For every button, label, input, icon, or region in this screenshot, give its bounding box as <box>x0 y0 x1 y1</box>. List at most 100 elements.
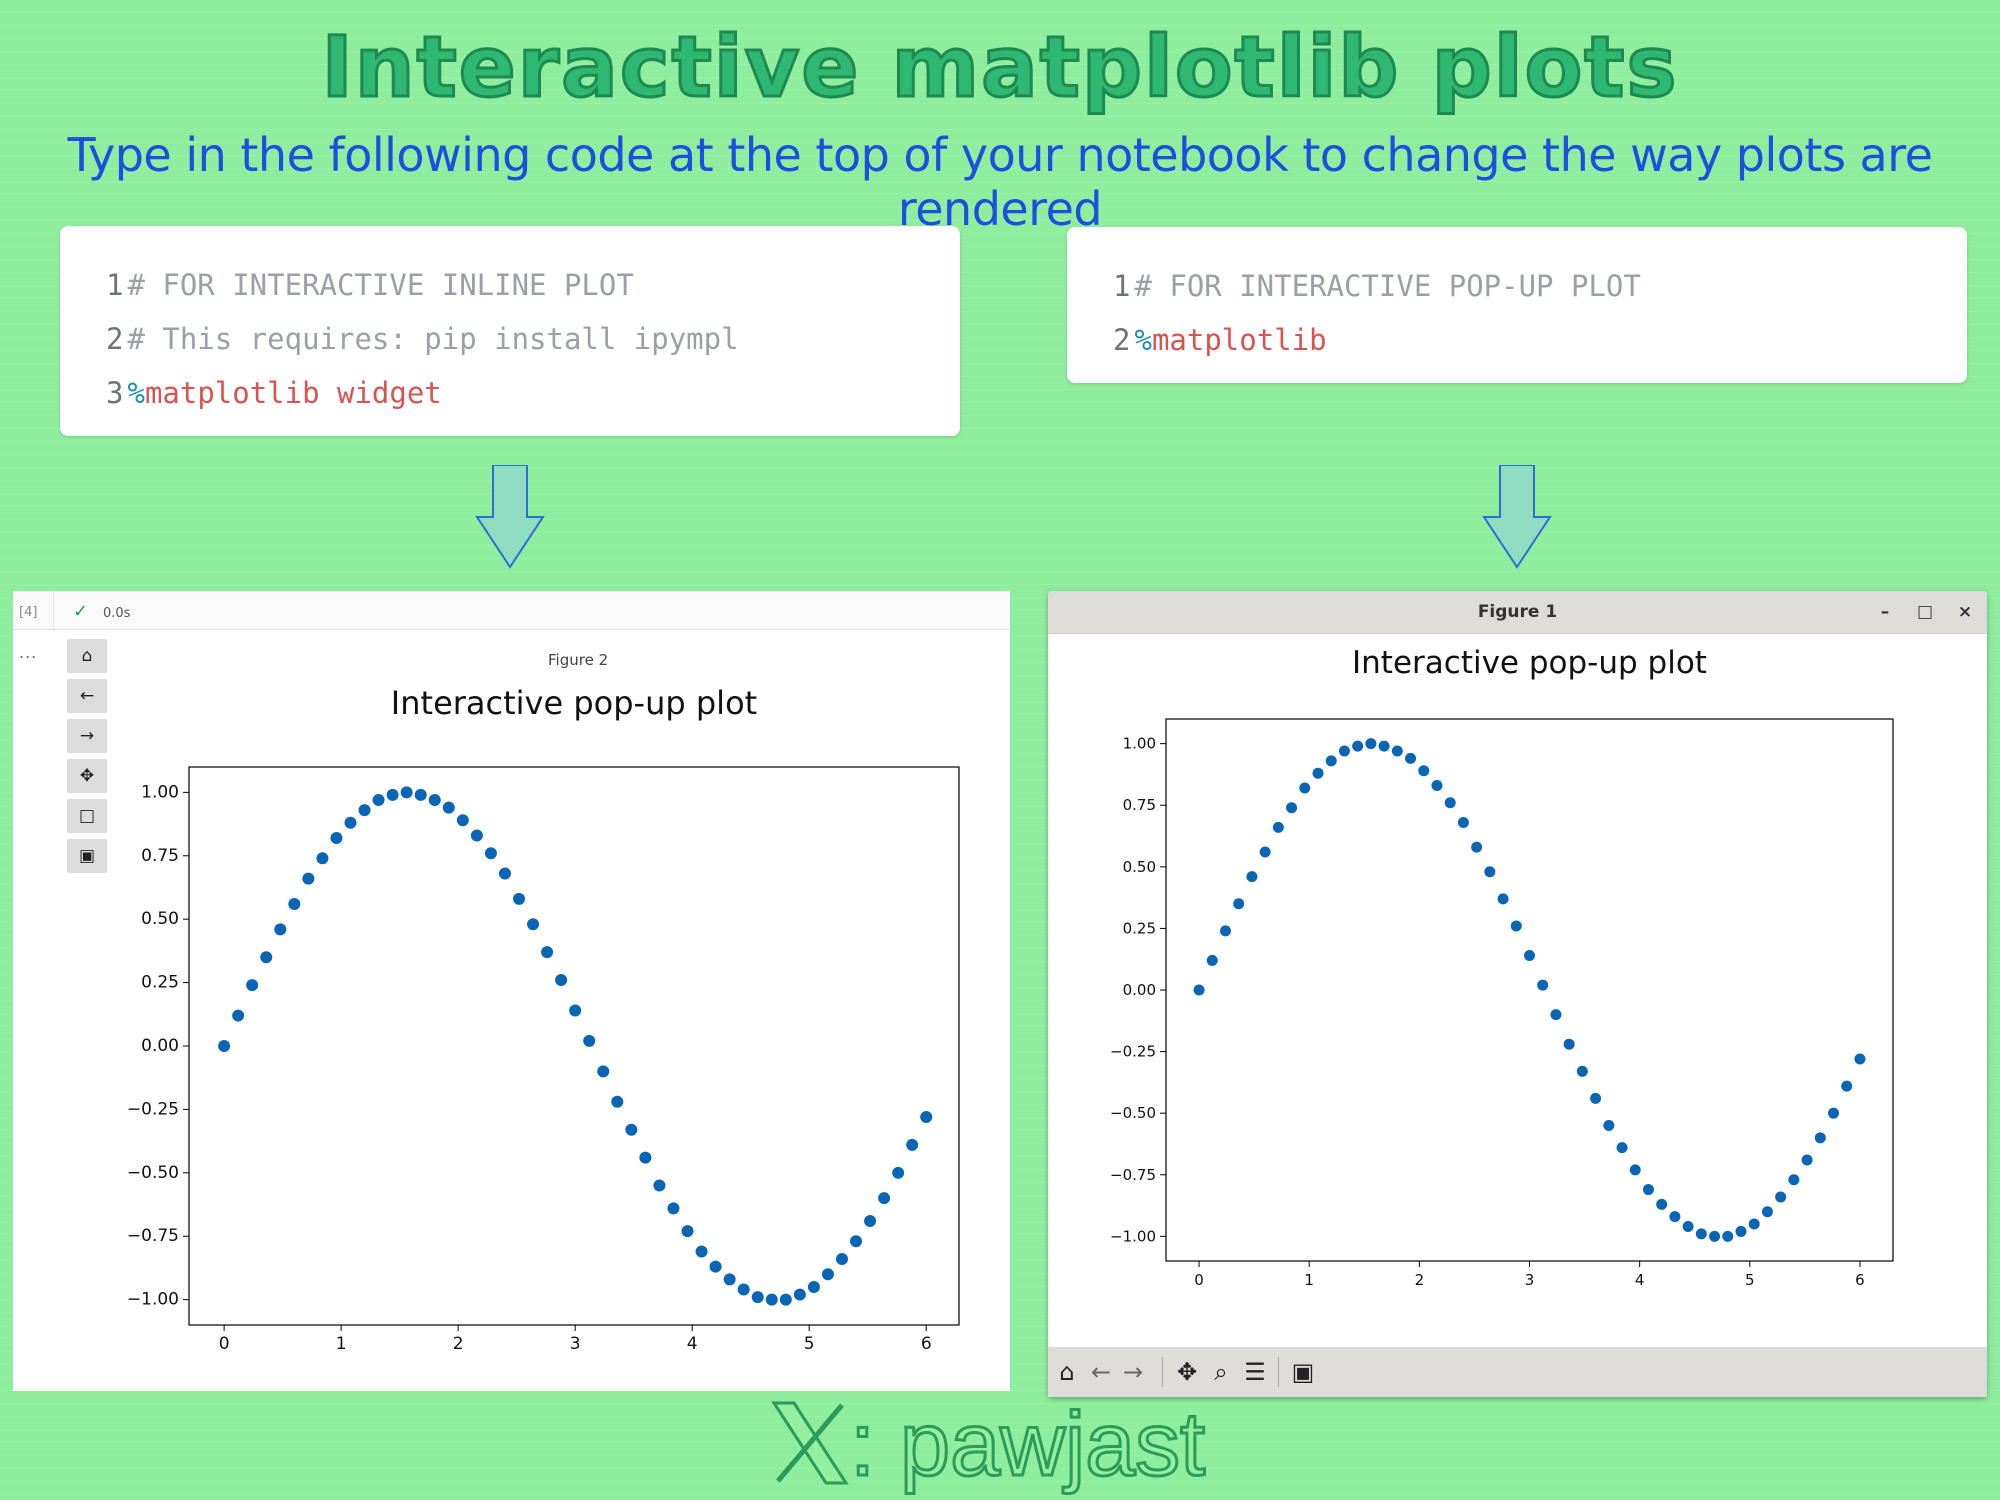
home-icon[interactable]: ⌂ <box>67 639 107 673</box>
pan-icon[interactable]: ✥ <box>1176 1358 1198 1386</box>
data-point <box>1510 920 1522 932</box>
data-point <box>1854 1053 1866 1065</box>
maximize-icon[interactable]: □ <box>1916 602 1934 622</box>
cell-gutter <box>13 591 54 629</box>
data-point <box>920 1111 933 1124</box>
zoom-rect-icon[interactable]: □ <box>67 799 107 833</box>
check-icon: ✓ <box>73 601 89 622</box>
window-titlebar[interactable]: Figure 1 – □ × <box>1048 591 1987 634</box>
data-point <box>1193 984 1205 996</box>
home-icon[interactable]: ⌂ <box>1059 1358 1075 1386</box>
back-icon[interactable]: ← <box>67 679 107 713</box>
x-tick-label: 5 <box>804 1334 815 1354</box>
y-tick-label: 0.25 <box>141 973 179 993</box>
data-point <box>1828 1107 1840 1119</box>
page-subtitle: Type in the following code at the top of… <box>67 128 1933 236</box>
data-point <box>639 1151 652 1164</box>
y-tick-label: −1.00 <box>1110 1227 1156 1245</box>
close-icon[interactable]: × <box>1957 602 1973 622</box>
data-point <box>1299 782 1311 794</box>
y-tick-label: 0.25 <box>1123 919 1156 937</box>
line-number: 1 <box>1113 269 1131 303</box>
data-point <box>1272 821 1284 833</box>
y-tick-label: 0.75 <box>141 846 179 866</box>
inline-chart[interactable]: Interactive pop-up plot 0 1 2 3 4 5 6 1.00 0.75 0.… <box>13 591 1010 1391</box>
popup-chart[interactable]: Interactive pop-up plot 0 1 2 3 4 5 6 1.00 0.75 0.… <box>1048 591 1987 1347</box>
pan-icon[interactable]: ✥ <box>67 759 107 793</box>
data-point <box>1788 1174 1800 1186</box>
down-arrow-icon <box>1482 465 1552 569</box>
data-point <box>386 788 399 801</box>
data-point <box>1444 797 1456 809</box>
x-logo-icon <box>771 1401 849 1485</box>
data-point <box>737 1283 750 1296</box>
data-point <box>611 1095 624 1108</box>
data-point <box>1642 1184 1654 1196</box>
y-tick-label: −0.75 <box>127 1226 179 1246</box>
x-tick-label: 4 <box>687 1334 698 1354</box>
data-point <box>751 1291 764 1304</box>
line-number: 2 <box>1113 323 1131 357</box>
y-tick-label: −1.00 <box>127 1290 179 1310</box>
figure-label: Figure 2 <box>548 651 609 669</box>
data-point <box>1431 780 1443 792</box>
x-tick-label: 5 <box>1745 1271 1755 1289</box>
data-point <box>1616 1142 1628 1154</box>
forward-icon[interactable]: → <box>67 719 107 753</box>
data-point <box>302 872 315 885</box>
data-point <box>1775 1191 1787 1203</box>
data-point <box>1709 1230 1721 1242</box>
back-icon[interactable]: ← <box>1090 1358 1112 1386</box>
notebook-inline-figure: [4] ✓ 0.0s ... Figure 2 ⌂ ← → ✥ □ ▣ Inte… <box>13 591 1010 1391</box>
data-point <box>1219 925 1231 937</box>
data-point <box>1457 816 1469 828</box>
data-point <box>246 979 259 992</box>
configure-icon[interactable]: ☰ <box>1244 1358 1266 1386</box>
y-tick-label: 0.00 <box>141 1036 179 1056</box>
forward-icon[interactable]: → <box>1122 1358 1144 1386</box>
data-point <box>442 801 455 814</box>
y-tick-label: −0.50 <box>1110 1104 1156 1122</box>
cell-status-bar: [4] ✓ 0.0s <box>13 591 1010 630</box>
data-point <box>1418 765 1430 777</box>
data-point <box>878 1192 891 1205</box>
data-point <box>316 852 329 865</box>
data-point <box>1378 740 1390 752</box>
data-point <box>864 1215 877 1228</box>
zoom-icon[interactable]: ⌕ <box>1214 1358 1228 1386</box>
data-point <box>1695 1228 1707 1240</box>
more-icon[interactable]: ... <box>19 643 38 662</box>
data-point <box>583 1034 596 1047</box>
data-point <box>414 788 427 801</box>
code-line-1: 1 # FOR INTERACTIVE INLINE PLOT <box>106 268 634 302</box>
cell-number: [4] <box>19 605 38 620</box>
plot-frame <box>1165 718 1894 1262</box>
x-tick-label: 6 <box>921 1334 932 1354</box>
magic-percent: % <box>127 376 145 410</box>
code-comment: # FOR INTERACTIVE INLINE PLOT <box>127 268 634 302</box>
chart-title: Interactive pop-up plot <box>391 684 757 722</box>
data-point <box>1497 893 1509 905</box>
window-title: Figure 1 <box>1477 602 1558 622</box>
x-tick-label: 0 <box>1194 1271 1204 1289</box>
x-tick-label: 3 <box>570 1334 581 1354</box>
exec-time: 0.0s <box>103 606 131 621</box>
data-point <box>1365 738 1377 750</box>
code-block-popup: 1 # FOR INTERACTIVE POP-UP PLOT 2 %matplot… <box>1067 227 1967 383</box>
data-point <box>484 847 497 860</box>
data-point <box>850 1235 863 1248</box>
data-point <box>681 1225 694 1238</box>
save-icon[interactable]: ▣ <box>67 839 107 873</box>
data-point <box>892 1166 905 1179</box>
data-point <box>372 793 385 806</box>
data-point <box>1576 1065 1588 1077</box>
data-point <box>218 1040 231 1052</box>
y-tick-label: −0.25 <box>127 1099 179 1119</box>
data-point <box>667 1202 680 1215</box>
data-point <box>288 897 301 910</box>
minimize-icon[interactable]: – <box>1880 602 1890 622</box>
save-icon[interactable]: ▣ <box>1291 1358 1315 1386</box>
line-number: 1 <box>106 268 124 302</box>
data-point <box>260 951 273 964</box>
data-point <box>1801 1154 1813 1166</box>
